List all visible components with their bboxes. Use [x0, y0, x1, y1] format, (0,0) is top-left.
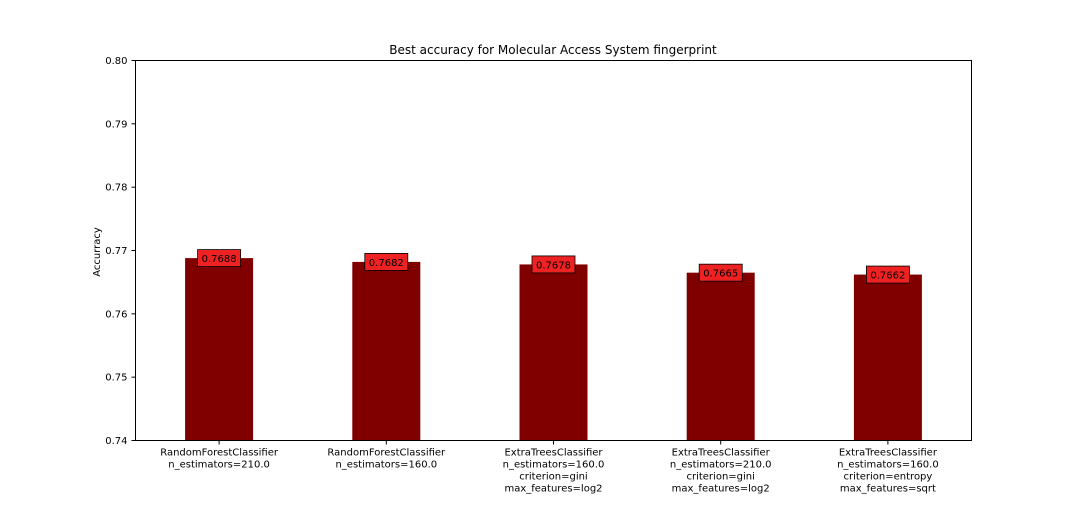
x-tick-label: n_estimators=210.0	[168, 460, 270, 471]
x-tick-label: max_features=log2	[504, 484, 602, 495]
x-tick-label: RandomForestClassifier	[160, 448, 279, 459]
value-label: 0.7678	[536, 260, 571, 271]
value-label: 0.7682	[369, 258, 404, 269]
x-tick-label: n_estimators=160.0	[503, 460, 605, 471]
x-tick-label: n_estimators=210.0	[670, 460, 772, 471]
bar	[686, 272, 755, 441]
y-tick-label: 0.79	[105, 119, 127, 130]
bar	[352, 261, 421, 441]
x-tick-label: ExtraTreesClassifier	[672, 448, 771, 459]
y-tick-label: 0.75	[105, 373, 127, 384]
x-tick-label: RandomForestClassifier	[327, 448, 446, 459]
value-label-box	[197, 249, 242, 268]
y-tick-label: 0.80	[105, 56, 127, 67]
x-tick-label: criterion=gini	[686, 472, 754, 483]
x-tick-label: ExtraTreesClassifier	[839, 448, 938, 459]
value-label: 0.7665	[703, 269, 738, 280]
y-tick-label: 0.74	[105, 436, 127, 447]
y-axis-label: Accurracy	[92, 227, 103, 277]
x-tick-label: ExtraTreesClassifier	[504, 448, 603, 459]
x-tick-label: max_features=log2	[672, 484, 770, 495]
x-tick-label: n_estimators=160.0	[335, 460, 437, 471]
x-tick-label: criterion=gini	[519, 472, 587, 483]
chart-title: Best accuracy for Molecular Access Syste…	[389, 43, 717, 57]
bar	[853, 274, 922, 441]
x-tick-label: criterion=entropy	[843, 472, 932, 483]
bars-layer	[185, 258, 922, 441]
y-tick-label: 0.77	[105, 246, 127, 257]
bar	[519, 264, 588, 441]
value-label: 0.7688	[202, 254, 237, 265]
value-labels-layer: 0.7688 0.7682 0.7678 0.7665 0.7662	[197, 249, 910, 284]
x-tick-label: n_estimators=160.0	[837, 460, 939, 471]
y-tick-label: 0.78	[105, 183, 127, 194]
plot-frame	[135, 60, 972, 441]
value-label-box	[364, 252, 409, 271]
y-tick-label: 0.76	[105, 309, 127, 320]
value-label-box	[866, 265, 910, 284]
x-tick-label: max_features=sqrt	[840, 484, 936, 495]
bar	[185, 258, 254, 441]
x-axis-ticks: RandomForestClassifiern_estimators=210.0…	[160, 440, 939, 495]
value-label: 0.7662	[870, 271, 905, 282]
value-label-box	[698, 263, 743, 282]
y-axis-ticks: 0.74 0.75 0.76 0.77 0.78 0.79 0.80	[105, 56, 136, 447]
value-label-box	[531, 255, 576, 274]
